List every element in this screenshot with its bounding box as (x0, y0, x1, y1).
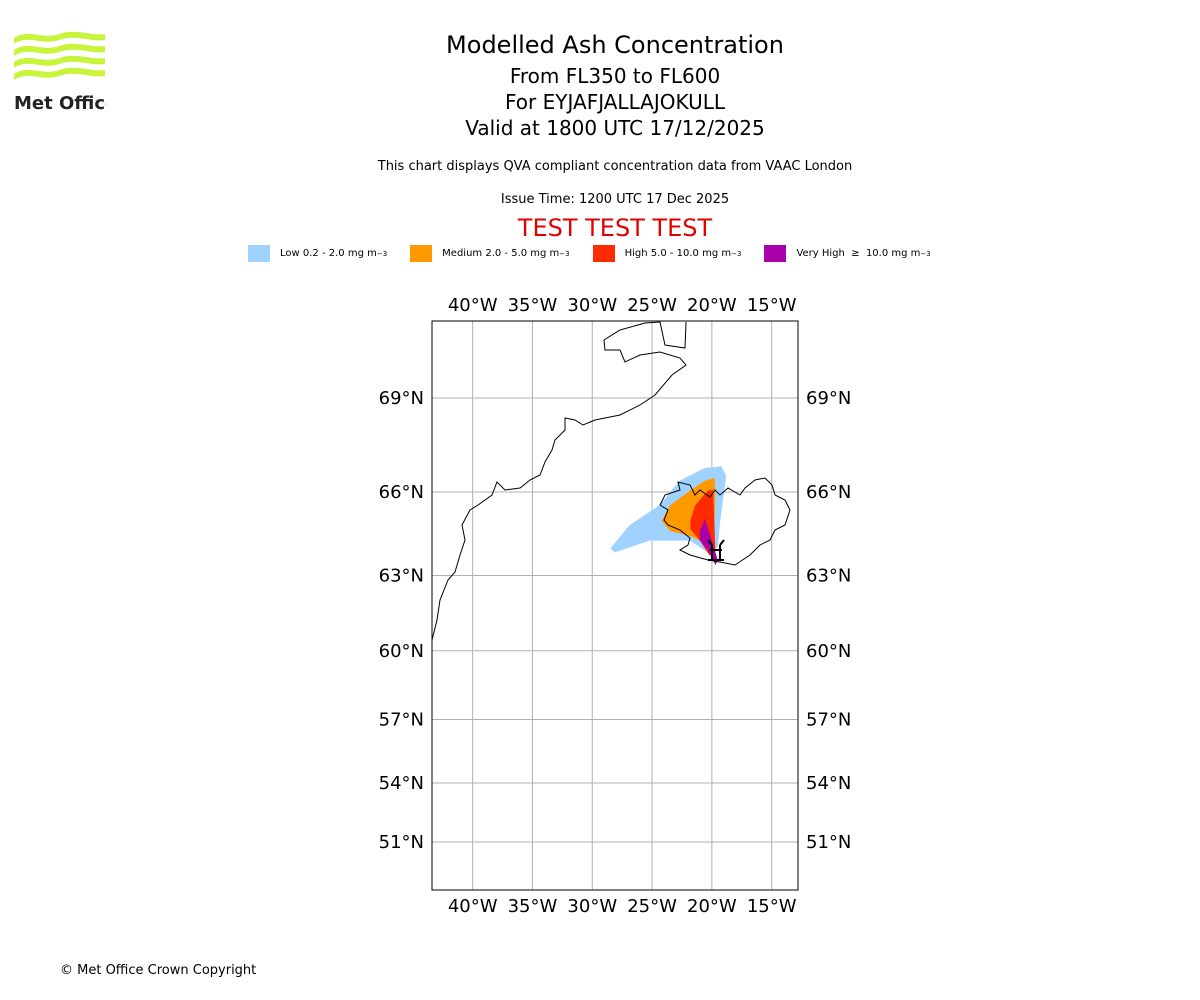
lat-tick-label: 66°N (806, 482, 851, 503)
map-frame (431, 320, 799, 891)
legend-item-very-high: Very High ≥ 10.0 mg m −3 (764, 245, 931, 262)
lat-tick-label: 63°N (379, 565, 424, 586)
ash-areas (610, 466, 727, 566)
lon-tick-label: 20°W (687, 295, 737, 316)
lon-tick-label: 35°W (508, 896, 558, 917)
legend-swatch (410, 245, 433, 262)
lon-tick-label: 20°W (687, 896, 737, 917)
legend-swatch (248, 245, 270, 262)
lon-tick-label: 15°W (747, 896, 797, 917)
volcano-name: For EYJAFJALLAJOKULL (505, 90, 725, 114)
legend-item-medium: Medium 2.0 - 5.0 mg m −3 (410, 245, 570, 262)
legend: Low 0.2 - 2.0 mg m −3 Medium 2.0 - 5.0 mg… (248, 245, 954, 262)
iceland-coastline (659, 477, 791, 566)
lon-tick-label: 15°W (747, 295, 797, 316)
lat-tick-label: 51°N (379, 832, 424, 853)
lon-tick-label: 35°W (508, 295, 558, 316)
met-office-logo: Met Office (14, 30, 117, 116)
chart-title: Modelled Ash Concentration (446, 31, 784, 59)
lat-tick-label: 69°N (379, 388, 424, 409)
lat-tick-label: 51°N (806, 832, 851, 853)
lat-tick-label: 60°N (379, 641, 424, 662)
lat-tick-label: 54°N (379, 773, 424, 794)
copyright: © Met Office Crown Copyright (60, 963, 257, 978)
lon-tick-label: 30°W (567, 896, 617, 917)
legend-item-low: Low 0.2 - 2.0 mg m −3 (248, 245, 387, 262)
lat-tick-label: 54°N (806, 773, 851, 794)
lon-tick-label: 40°W (448, 295, 498, 316)
tick-labels: 40°W 40°W 35°W 35°W 30°W 30°W 25°W 25°W 20°W 20°W… (379, 295, 852, 917)
volcano-marker (707, 539, 725, 561)
legend-swatch (764, 245, 787, 262)
lat-tick-label: 66°N (379, 482, 424, 503)
lat-tick-label: 57°N (379, 710, 424, 731)
svg-text:Met Office: Met Office (14, 93, 106, 112)
issue-time: Issue Time: 1200 UTC 17 Dec 2025 (500, 192, 730, 207)
lat-tick-label: 60°N (806, 641, 851, 662)
gridlines (432, 321, 798, 890)
lat-tick-label: 69°N (806, 388, 851, 409)
legend-swatch (592, 245, 615, 262)
flight-levels: From FL350 to FL600 (509, 64, 721, 88)
description: This chart displays QVA compliant concen… (377, 159, 853, 174)
lat-tick-label: 63°N (806, 565, 851, 586)
lon-tick-label: 40°W (448, 896, 498, 917)
lat-tick-label: 57°N (806, 710, 851, 731)
lon-tick-label: 25°W (627, 295, 677, 316)
legend-item-high: High 5.0 - 10.0 mg m −3 (592, 245, 741, 262)
lon-tick-label: 30°W (567, 295, 617, 316)
greenland-coastline (432, 321, 687, 641)
lon-tick-label: 25°W (627, 896, 677, 917)
test-banner: TEST TEST TEST (517, 214, 713, 242)
valid-time: Valid at 1800 UTC 17/12/2025 (465, 116, 765, 140)
